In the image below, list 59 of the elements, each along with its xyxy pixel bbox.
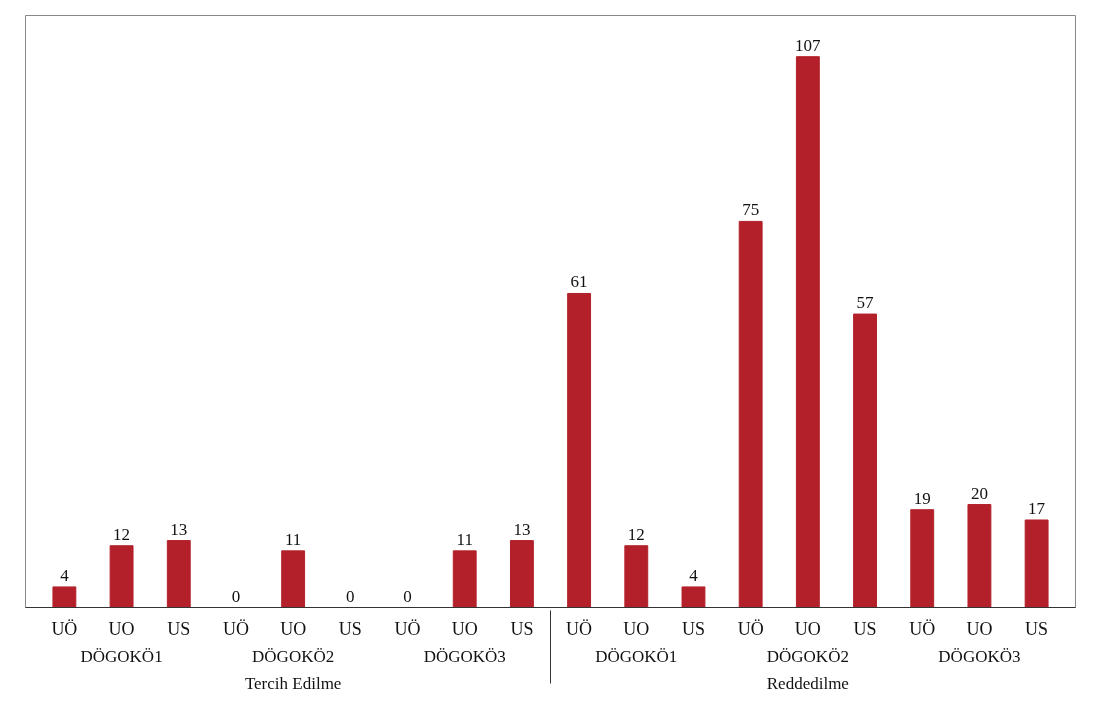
x-tick-label: US (167, 618, 191, 639)
bar (452, 550, 477, 608)
x-tick-label: US (1025, 618, 1049, 639)
text: Tercih Edilme (244, 673, 342, 693)
x-tick-label: UO (451, 618, 478, 639)
bar (509, 540, 534, 608)
data-label: 13 (513, 519, 531, 539)
data-label: 75 (742, 200, 760, 220)
data-label: 17 (1028, 498, 1046, 518)
x-tick-label: UÖ (222, 618, 249, 639)
x-tick-label: UO (623, 618, 650, 639)
x-tick-label: UÖ (566, 618, 593, 639)
x-tick-label: UÖ (51, 618, 78, 639)
x-tick-label: UO (794, 618, 821, 639)
data-label: 57 (856, 293, 875, 313)
data-label: 61 (570, 272, 588, 292)
bar (738, 220, 763, 608)
text: DÖGOKÖ1 (595, 646, 678, 666)
bar (109, 545, 134, 608)
text: DÖGOKÖ2 (766, 646, 849, 666)
text: DÖGOKÖ3 (938, 646, 1021, 666)
x-tick-label: US (510, 618, 534, 639)
bar (853, 313, 877, 608)
data-label: 12 (627, 524, 645, 544)
x-tick-label: UO (966, 618, 993, 639)
data-label: 19 (913, 488, 931, 508)
bar (910, 509, 935, 608)
data-label: 0 (231, 586, 241, 606)
x-tick-label: US (338, 618, 362, 639)
data-label: 0 (346, 586, 355, 606)
x-tick-label: UÖ (737, 618, 764, 639)
data-label: 107 (795, 35, 822, 55)
x-tick-label: UO (108, 618, 135, 639)
text: DÖGOKÖ3 (423, 646, 506, 666)
data-label: 20 (970, 483, 988, 503)
bar (624, 545, 649, 608)
data-label: 0 (403, 586, 412, 606)
bar (166, 540, 191, 608)
bar (281, 550, 306, 608)
data-label: 4 (689, 565, 699, 585)
x-tick-label: UO (280, 618, 307, 639)
data-label: 12 (113, 524, 131, 544)
bar (681, 586, 706, 608)
x-tick-label: UÖ (909, 618, 936, 639)
x-tick-label: UÖ (394, 618, 421, 639)
data-label: 13 (170, 519, 188, 539)
text: DÖGOKÖ1 (80, 646, 163, 666)
data-label: 11 (284, 529, 302, 549)
bar (567, 292, 592, 608)
x-tick-label: US (853, 618, 877, 639)
text: Reddedilme (766, 673, 849, 693)
bar (967, 504, 992, 608)
text: DÖGOKÖ2 (252, 646, 335, 666)
data-label: 4 (60, 565, 70, 585)
data-label: 11 (456, 529, 473, 549)
bar (795, 56, 820, 608)
bar (1024, 519, 1049, 608)
x-tick-label: US (681, 618, 705, 639)
bar (52, 586, 77, 608)
